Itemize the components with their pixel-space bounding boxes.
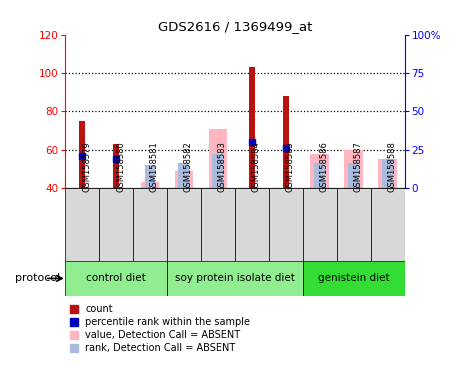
Bar (303, 261, 405, 296)
Bar (113, 144, 119, 188)
Text: GSM158586: GSM158586 (320, 141, 329, 192)
Bar (249, 67, 255, 188)
Legend: count, percentile rank within the sample, value, Detection Call = ABSENT, rank, : count, percentile rank within the sample… (66, 301, 254, 357)
Bar (283, 96, 289, 188)
Text: control diet: control diet (86, 273, 146, 283)
Text: GSM158582: GSM158582 (184, 141, 193, 192)
Bar (382, 159, 393, 188)
Text: GSM158580: GSM158580 (116, 141, 125, 192)
Bar (314, 163, 325, 188)
Bar (145, 165, 155, 188)
Bar (213, 154, 223, 188)
Bar (344, 150, 363, 188)
Text: GSM158584: GSM158584 (252, 141, 261, 192)
Bar (371, 188, 405, 261)
Text: protocol: protocol (15, 273, 60, 283)
Bar (303, 188, 337, 261)
Bar (167, 188, 201, 261)
Bar (133, 188, 167, 261)
Text: GSM158587: GSM158587 (353, 141, 363, 192)
Text: soy protein isolate diet: soy protein isolate diet (175, 273, 295, 283)
Bar (99, 188, 133, 261)
Bar (337, 188, 371, 261)
Bar (140, 182, 159, 188)
Title: GDS2616 / 1369499_at: GDS2616 / 1369499_at (158, 20, 312, 33)
Bar (348, 163, 359, 188)
Bar (65, 188, 99, 261)
Bar (174, 171, 193, 188)
Bar (167, 261, 303, 296)
Bar (235, 188, 269, 261)
Bar (208, 129, 227, 188)
Bar (269, 188, 303, 261)
Bar (79, 121, 85, 188)
Text: GSM158585: GSM158585 (286, 141, 295, 192)
Bar (179, 163, 189, 188)
Text: GSM158583: GSM158583 (218, 141, 227, 192)
Bar (310, 154, 329, 188)
Bar (201, 188, 235, 261)
Text: genistein diet: genistein diet (318, 273, 390, 283)
Bar (378, 159, 397, 188)
Text: GSM158581: GSM158581 (150, 141, 159, 192)
Bar (65, 261, 167, 296)
Text: GSM158579: GSM158579 (82, 141, 91, 192)
Text: GSM158588: GSM158588 (387, 141, 397, 192)
